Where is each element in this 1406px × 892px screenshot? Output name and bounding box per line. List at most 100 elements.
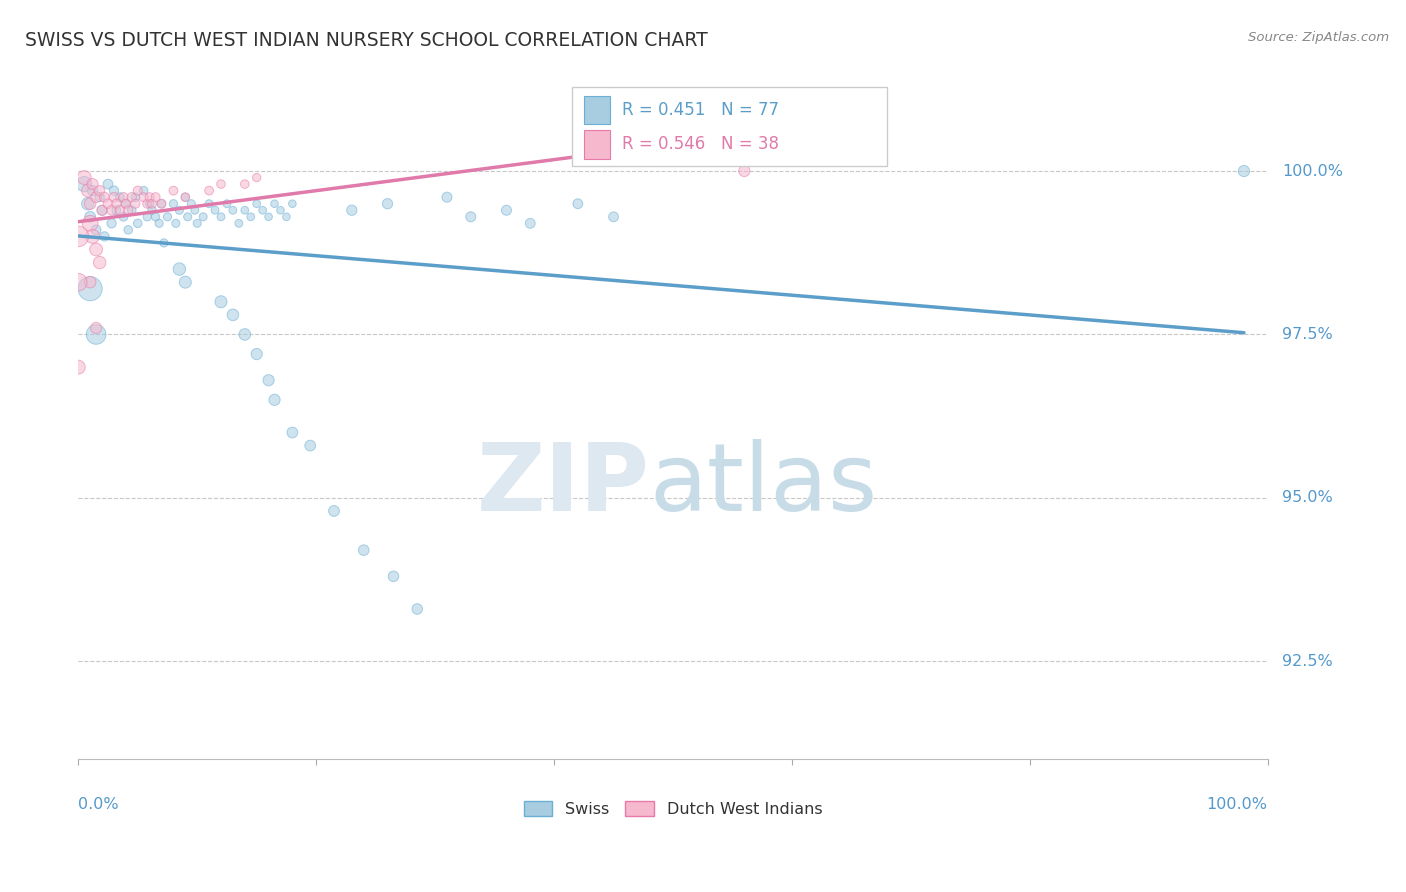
Point [84,327,107,342]
Point [150,196,173,211]
Point [84,190,107,204]
Point [132,190,155,204]
Point [406,602,429,616]
Point [89,190,111,204]
Text: 97.5%: 97.5% [1282,327,1333,342]
Point [79,196,101,211]
Point [124,190,146,204]
Point [162,184,184,198]
Text: SWISS VS DUTCH WEST INDIAN NURSERY SCHOOL CORRELATION CHART: SWISS VS DUTCH WEST INDIAN NURSERY SCHOO… [25,31,709,50]
Point [150,196,173,211]
Point [198,184,221,198]
Point [209,210,232,224]
Point [73,170,96,185]
Point [79,210,101,224]
Point [132,184,155,198]
Point [519,216,541,230]
Point [108,203,131,218]
Point [174,190,197,204]
Point [176,210,198,224]
Point [281,196,304,211]
Point [257,210,280,224]
Point [79,216,101,230]
Point [215,196,238,211]
Point [115,196,138,211]
Point [127,184,149,198]
Point [174,190,197,204]
Point [460,210,482,224]
Point [153,235,176,250]
Text: atlas: atlas [650,439,877,531]
Point [136,196,159,211]
Point [121,190,143,204]
Point [97,177,120,191]
Point [121,203,143,218]
Point [209,294,232,309]
Point [141,196,163,211]
Point [93,229,115,244]
Point [76,184,98,198]
Point [209,177,232,191]
Point [84,243,107,257]
Point [112,210,135,224]
Point [108,190,131,204]
Point [281,425,304,440]
Point [73,177,96,191]
Point [84,223,107,237]
Point [269,203,291,218]
Point [233,327,256,342]
Point [377,196,399,211]
FancyBboxPatch shape [572,87,887,166]
Point [382,569,405,583]
Point [191,210,214,224]
Point [733,164,755,178]
Point [76,196,98,211]
Point [169,262,191,277]
Text: R = 0.546   N = 38: R = 0.546 N = 38 [621,136,779,153]
Point [93,190,115,204]
Point [82,229,104,244]
Text: 100.0%: 100.0% [1206,797,1268,812]
Point [117,223,139,237]
Point [79,275,101,289]
Point [79,282,101,296]
Point [436,190,458,204]
Point [115,196,138,211]
Point [138,190,160,204]
Text: 0.0%: 0.0% [79,797,120,812]
Point [222,203,245,218]
Point [323,504,346,518]
Point [299,439,322,453]
Point [186,216,208,230]
Point [184,203,207,218]
Point [567,196,589,211]
Point [89,184,111,198]
Point [117,203,139,218]
Point [165,216,187,230]
Text: 100.0%: 100.0% [1282,163,1343,178]
Point [263,392,285,407]
Point [91,203,114,218]
Point [100,203,122,218]
Point [233,177,256,191]
Point [67,360,90,375]
Point [1233,164,1256,178]
Point [169,203,191,218]
Point [112,190,135,204]
Point [204,203,226,218]
Point [145,190,167,204]
Point [276,210,298,224]
Point [233,203,256,218]
Point [103,190,125,204]
Point [602,210,624,224]
Point [89,255,111,269]
Point [105,196,128,211]
Point [136,210,159,224]
Point [239,210,262,224]
Point [340,203,363,218]
Point [257,373,280,387]
Point [82,184,104,198]
FancyBboxPatch shape [583,95,610,125]
Text: 92.5%: 92.5% [1282,654,1333,669]
Point [162,196,184,211]
